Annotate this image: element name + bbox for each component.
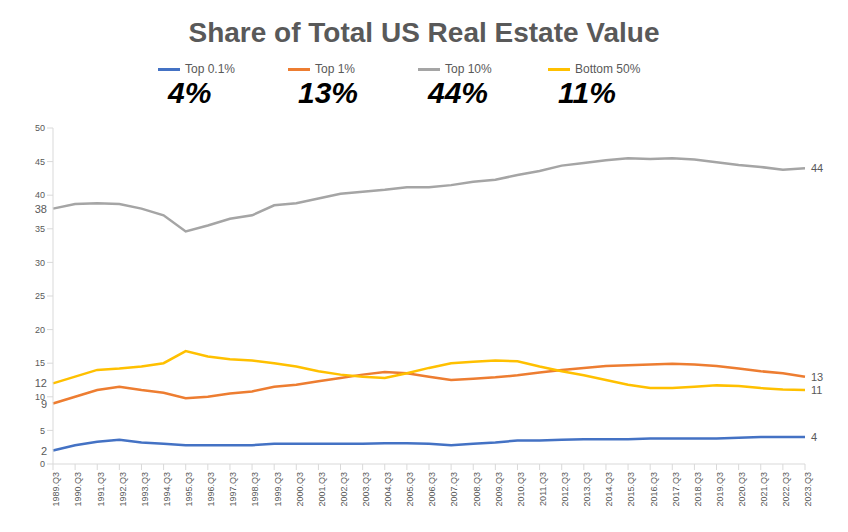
svg-text:2023.Q3: 2023.Q3 — [803, 472, 813, 507]
svg-text:1990.Q3: 1990.Q3 — [74, 472, 84, 507]
svg-text:1995.Q3: 1995.Q3 — [184, 472, 194, 507]
html-text:Top 0.1%: Top 0.1% — [185, 62, 235, 76]
svg-text:2011.Q3: 2011.Q3 — [538, 472, 548, 506]
svg-text:2009.Q3: 2009.Q3 — [494, 472, 504, 507]
svg-text:1999.Q3: 1999.Q3 — [273, 472, 283, 507]
svg-text:2007.Q3: 2007.Q3 — [450, 472, 460, 507]
svg-text:13: 13 — [811, 371, 823, 383]
html-text:Top 10%: Top 10% — [445, 62, 492, 76]
svg-text:2013.Q3: 2013.Q3 — [582, 472, 592, 507]
svg-text:40: 40 — [35, 190, 45, 200]
svg-text:12: 12 — [35, 377, 47, 389]
svg-text:2017.Q3: 2017.Q3 — [671, 472, 681, 507]
html-text:Share of Total US Real Estate: Share of Total US Real Estate Value — [188, 17, 660, 48]
svg-text:11: 11 — [811, 384, 822, 396]
svg-text:38: 38 — [35, 203, 47, 215]
svg-text:50: 50 — [35, 123, 45, 133]
svg-text:2016.Q3: 2016.Q3 — [649, 472, 659, 507]
html-text:44%: 44% — [428, 76, 488, 109]
svg-text:2012.Q3: 2012.Q3 — [560, 472, 570, 507]
svg-text:2014.Q3: 2014.Q3 — [604, 472, 614, 507]
html-text:Bottom 50%: Bottom 50% — [575, 62, 641, 76]
svg-text:9: 9 — [41, 398, 47, 410]
svg-text:4: 4 — [811, 431, 817, 443]
svg-text:2022.Q3: 2022.Q3 — [781, 472, 791, 507]
svg-text:2020.Q3: 2020.Q3 — [737, 472, 747, 507]
svg-text:1998.Q3: 1998.Q3 — [250, 472, 260, 507]
html-text:11%: 11% — [558, 76, 616, 109]
svg-text:2010.Q3: 2010.Q3 — [516, 472, 526, 507]
svg-text:35: 35 — [35, 224, 45, 234]
svg-text:2004.Q3: 2004.Q3 — [383, 472, 393, 507]
svg-text:1991.Q3: 1991.Q3 — [96, 472, 106, 507]
svg-text:30: 30 — [35, 258, 45, 268]
svg-text:1989.Q3: 1989.Q3 — [51, 472, 61, 507]
svg-text:44: 44 — [811, 162, 823, 174]
svg-text:1994.Q3: 1994.Q3 — [162, 472, 172, 507]
svg-text:1997.Q3: 1997.Q3 — [228, 472, 238, 507]
svg-text:2008.Q3: 2008.Q3 — [472, 472, 482, 507]
svg-text:2006.Q3: 2006.Q3 — [427, 472, 437, 507]
svg-text:1996.Q3: 1996.Q3 — [206, 472, 216, 507]
svg-text:15: 15 — [35, 358, 45, 368]
svg-text:2021.Q3: 2021.Q3 — [759, 472, 769, 507]
html-text:13%: 13% — [298, 76, 358, 109]
html-text:4%: 4% — [168, 76, 212, 109]
svg-text:0: 0 — [40, 459, 45, 469]
svg-text:2002.Q3: 2002.Q3 — [339, 472, 349, 507]
svg-text:2: 2 — [41, 445, 47, 457]
svg-text:25: 25 — [35, 291, 45, 301]
svg-text:2003.Q3: 2003.Q3 — [361, 472, 371, 507]
html-text:Top 1%: Top 1% — [315, 62, 355, 76]
svg-text:5: 5 — [40, 426, 45, 436]
svg-text:1993.Q3: 1993.Q3 — [140, 472, 150, 507]
svg-text:20: 20 — [35, 325, 45, 335]
svg-text:2019.Q3: 2019.Q3 — [715, 472, 725, 507]
svg-text:45: 45 — [35, 157, 45, 167]
svg-text:2001.Q3: 2001.Q3 — [317, 472, 327, 507]
svg-text:1992.Q3: 1992.Q3 — [118, 472, 128, 507]
svg-text:2005.Q3: 2005.Q3 — [405, 472, 415, 507]
svg-text:2000.Q3: 2000.Q3 — [295, 472, 305, 507]
svg-text:2018.Q3: 2018.Q3 — [693, 472, 703, 507]
svg-text:2015.Q3: 2015.Q3 — [626, 472, 636, 507]
